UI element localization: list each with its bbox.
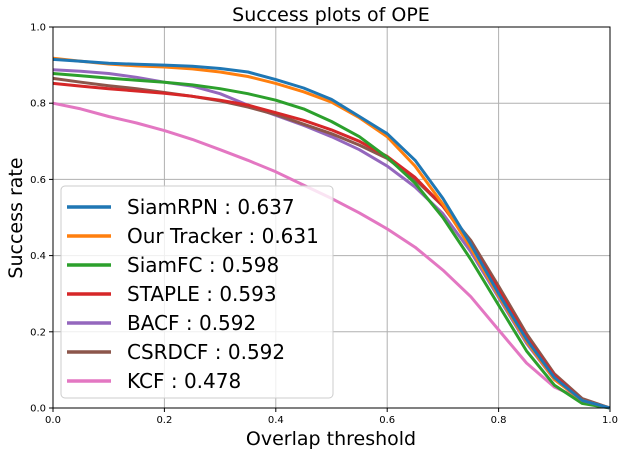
y-tick-label: 1.0 [30, 23, 46, 34]
plot-frame [52, 26, 611, 409]
x-axis-title: Overlap threshold [246, 428, 416, 450]
legend-label: BACF : 0.592 [127, 311, 256, 335]
legend: SiamRPN : 0.637 Our Tracker : 0.631 SiamFC… [60, 185, 334, 399]
x-tick-label: 0.4 [268, 415, 284, 426]
chart-title: Success plots of OPE [232, 4, 430, 26]
y-tick-label: 0.6 [30, 175, 46, 186]
y-tick-label: 0.4 [30, 251, 46, 262]
series-line-0 [52, 57, 611, 410]
x-tick-label: 0.0 [45, 415, 61, 426]
series-line-5 [52, 76, 611, 410]
legend-label: SiamFC : 0.598 [127, 253, 279, 277]
x-tick-label: 0.8 [491, 415, 507, 426]
legend-label: CSRDCF : 0.592 [127, 340, 285, 364]
legend-box [60, 185, 334, 399]
legend-label: SiamRPN : 0.637 [127, 195, 295, 219]
legend-label: STAPLE : 0.593 [127, 282, 277, 306]
y-tick-label: 0.8 [30, 99, 46, 110]
x-tick-label: 0.2 [156, 415, 172, 426]
y-tick-label: 0.2 [30, 327, 46, 338]
legend-label: KCF : 0.478 [127, 369, 241, 393]
axis-ticks: 0.0 0.2 0.4 0.6 0.8 1.0 0.0 0.2 0.4 0.6 0.8 1.0 [30, 23, 618, 427]
x-tick-label: 0.6 [379, 415, 395, 426]
series-line-2 [52, 72, 611, 410]
y-tick-label: 0.0 [30, 404, 46, 415]
x-tick-label: 1.0 [602, 415, 618, 426]
y-axis-title: Success rate [5, 157, 27, 278]
legend-label: Our Tracker : 0.631 [127, 224, 319, 248]
